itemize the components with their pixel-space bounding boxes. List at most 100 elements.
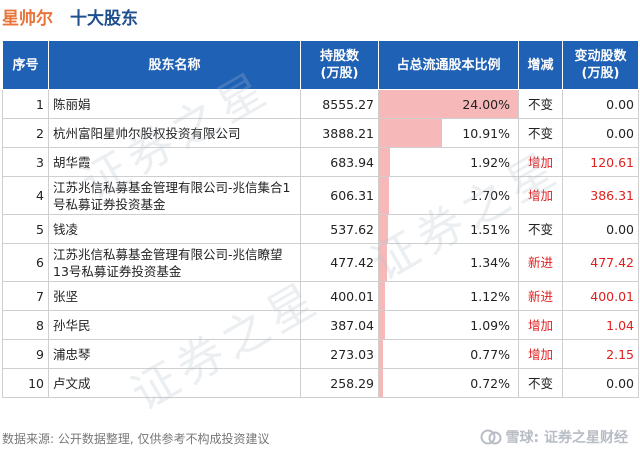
- cell-change: 增加: [518, 176, 563, 215]
- ratio-text: 10.91%: [462, 125, 510, 141]
- ratio-text: 24.00%: [462, 96, 510, 112]
- cell-holder-name: 陈丽娟: [48, 89, 301, 119]
- cell-holder-name: 钱凌: [48, 214, 301, 244]
- data-source-note: 数据来源: 公开数据整理, 仅供参考不构成投资建议: [2, 432, 270, 446]
- cell-rank: 2: [2, 118, 49, 148]
- table-row: 2 杭州富阳星帅尔股权投资有限公司 3888.21 10.91% 不变 0.00: [2, 118, 639, 148]
- cell-holder-name: 孙华民: [48, 310, 301, 340]
- header-holding-line1: 持股数: [319, 49, 359, 64]
- page-title: 十大股东: [70, 9, 138, 29]
- cell-holding: 3888.21: [300, 118, 379, 148]
- cell-ratio: 10.91%: [378, 118, 519, 148]
- title-bar: 星帅尔 十大股东: [0, 0, 640, 40]
- cell-delta: 120.61: [562, 147, 639, 177]
- cell-change: 不变: [518, 89, 563, 119]
- cell-ratio: 0.77%: [378, 339, 519, 369]
- ratio-text: 0.72%: [470, 375, 510, 391]
- cell-ratio: 1.34%: [378, 243, 519, 282]
- ratio-text: 1.92%: [470, 154, 510, 170]
- table-row: 3 胡华霞 683.94 1.92% 增加 120.61: [2, 147, 639, 177]
- cell-rank: 6: [2, 243, 49, 282]
- ratio-bar: [379, 340, 384, 368]
- ratio-bar: [379, 90, 518, 118]
- cell-rank: 8: [2, 310, 49, 340]
- ratio-text: 0.77%: [470, 346, 510, 362]
- table-row: 5 钱凌 537.62 1.51% 不变 0.00: [2, 214, 639, 244]
- cell-rank: 7: [2, 281, 49, 311]
- cell-change: 增加: [518, 147, 563, 177]
- cell-delta: 0.00: [562, 89, 639, 119]
- cell-holding: 683.94: [300, 147, 379, 177]
- table-row: 8 孙华民 387.04 1.09% 增加 1.04: [2, 310, 639, 340]
- cell-rank: 4: [2, 176, 49, 215]
- ratio-bar: [379, 148, 391, 176]
- cell-change: 不变: [518, 214, 563, 244]
- cell-ratio: 1.09%: [378, 310, 519, 340]
- table-row: 9 浦忠琴 273.03 0.77% 增加 2.15: [2, 339, 639, 369]
- cell-ratio: 1.51%: [378, 214, 519, 244]
- ratio-bar: [379, 244, 387, 281]
- cell-delta: 1.04: [562, 310, 639, 340]
- cell-holding: 477.42: [300, 243, 379, 282]
- cell-delta: 2.15: [562, 339, 639, 369]
- header-ratio: 占总流通股本比例: [378, 40, 519, 90]
- cell-delta: 0.00: [562, 368, 639, 398]
- cell-ratio: 1.12%: [378, 281, 519, 311]
- cell-holding: 387.04: [300, 310, 379, 340]
- cell-delta: 400.01: [562, 281, 639, 311]
- cell-holding: 273.03: [300, 339, 379, 369]
- cell-change: 不变: [518, 118, 563, 148]
- brand-attribution: 雪球: 证券之星财经: [480, 427, 628, 447]
- cell-holding: 606.31: [300, 176, 379, 215]
- cell-ratio: 1.92%: [378, 147, 519, 177]
- company-name: 星帅尔: [2, 9, 53, 29]
- cell-holder-name: 卢文成: [48, 368, 301, 398]
- cell-change: 新进: [518, 281, 563, 311]
- cell-holder-name: 张坚: [48, 281, 301, 311]
- header-delta-line1: 变动股数: [574, 49, 627, 64]
- cell-rank: 1: [2, 89, 49, 119]
- ratio-bar: [379, 177, 389, 214]
- cell-holding: 8555.27: [300, 89, 379, 119]
- cell-rank: 5: [2, 214, 49, 244]
- cell-delta: 477.42: [562, 243, 639, 282]
- cell-ratio: 0.72%: [378, 368, 519, 398]
- header-delta: 变动股数 (万股): [562, 40, 639, 90]
- cell-delta: 0.00: [562, 118, 639, 148]
- table-row: 7 张坚 400.01 1.12% 新进 400.01: [2, 281, 639, 311]
- header-change: 增减: [518, 40, 563, 90]
- header-delta-line2: (万股): [581, 66, 620, 81]
- cell-rank: 3: [2, 147, 49, 177]
- ratio-bar: [379, 369, 384, 397]
- cell-rank: 9: [2, 339, 49, 369]
- ratio-text: 1.70%: [470, 188, 510, 203]
- snowball-logo-icon: [480, 429, 502, 445]
- cell-holder-name: 江苏兆信私募基金管理有限公司-兆信瞭望13号私募证券投资基金: [48, 243, 301, 282]
- ratio-text: 1.09%: [470, 317, 510, 333]
- cell-holder-name: 杭州富阳星帅尔股权投资有限公司: [48, 118, 301, 148]
- cell-ratio: 24.00%: [378, 89, 519, 119]
- table-header-row: 序号 股东名称 持股数 (万股) 占总流通股本比例 增减 变动股数 (万股): [2, 40, 639, 90]
- cell-holding: 400.01: [300, 281, 379, 311]
- cell-change: 增加: [518, 339, 563, 369]
- table-row: 1 陈丽娟 8555.27 24.00% 不变 0.00: [2, 89, 639, 119]
- header-holding: 持股数 (万股): [300, 40, 379, 90]
- cell-holding: 258.29: [300, 368, 379, 398]
- cell-rank: 10: [2, 368, 49, 398]
- cell-change: 不变: [518, 368, 563, 398]
- ratio-text: 1.34%: [470, 255, 510, 270]
- table-row: 10 卢文成 258.29 0.72% 不变 0.00: [2, 368, 639, 398]
- header-rank: 序号: [2, 40, 49, 90]
- cell-ratio: 1.70%: [378, 176, 519, 215]
- cell-delta: 386.31: [562, 176, 639, 215]
- ratio-bar: [379, 215, 388, 243]
- cell-holding: 537.62: [300, 214, 379, 244]
- header-holding-line2: (万股): [320, 66, 359, 81]
- top-ten-holders-table: 序号 股东名称 持股数 (万股) 占总流通股本比例 增减 变动股数 (万股) 1…: [2, 40, 639, 398]
- ratio-bar: [379, 311, 386, 339]
- cell-change: 增加: [518, 310, 563, 340]
- cell-holder-name: 江苏兆信私募基金管理有限公司-兆信集合1号私募证券投资基金: [48, 176, 301, 215]
- cell-holder-name: 浦忠琴: [48, 339, 301, 369]
- cell-change: 新进: [518, 243, 563, 282]
- ratio-text: 1.12%: [470, 288, 510, 304]
